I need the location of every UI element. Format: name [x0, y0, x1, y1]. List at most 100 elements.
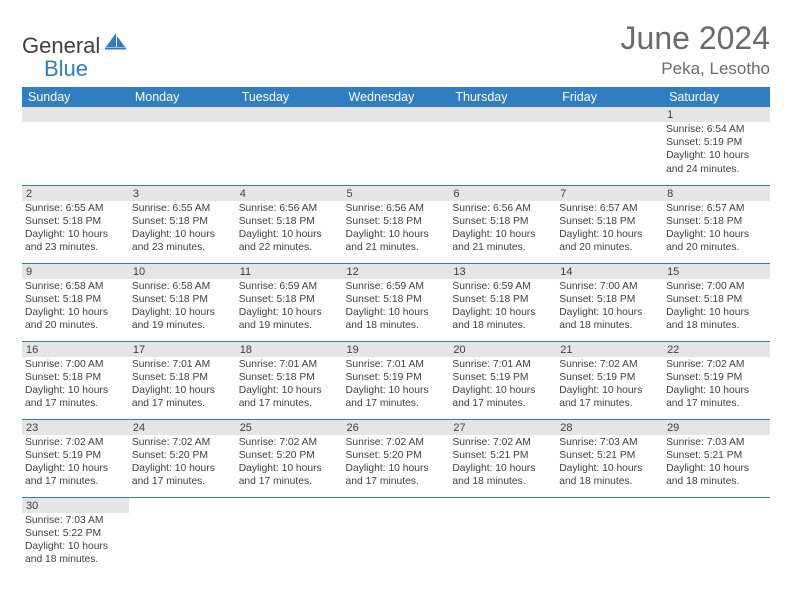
cell-content: Sunrise: 6:58 AMSunset: 5:18 PMDaylight:…: [22, 279, 129, 335]
calendar-cell: 3Sunrise: 6:55 AMSunset: 5:18 PMDaylight…: [129, 185, 236, 263]
calendar-row: 1Sunrise: 6:54 AMSunset: 5:19 PMDaylight…: [22, 107, 770, 185]
cell-line: Daylight: 10 hours: [132, 306, 233, 319]
weekday-header: Monday: [129, 87, 236, 107]
cell-content: Sunrise: 6:55 AMSunset: 5:18 PMDaylight:…: [129, 201, 236, 257]
cell-line: and 18 minutes.: [25, 553, 126, 566]
calendar-cell: [343, 497, 450, 575]
cell-line: Sunset: 5:18 PM: [452, 215, 553, 228]
calendar-cell: 17Sunrise: 7:01 AMSunset: 5:18 PMDayligh…: [129, 341, 236, 419]
cell-line: and 17 minutes.: [666, 397, 767, 410]
calendar-cell: [129, 497, 236, 575]
cell-content: Sunrise: 6:59 AMSunset: 5:18 PMDaylight:…: [449, 279, 556, 335]
calendar-cell: 26Sunrise: 7:02 AMSunset: 5:20 PMDayligh…: [343, 419, 450, 497]
cell-line: Sunset: 5:22 PM: [25, 527, 126, 540]
cell-line: Sunset: 5:18 PM: [239, 293, 340, 306]
cell-line: and 18 minutes.: [452, 319, 553, 332]
cell-line: Sunrise: 6:57 AM: [559, 202, 660, 215]
cell-content: Sunrise: 7:02 AMSunset: 5:20 PMDaylight:…: [129, 435, 236, 491]
cell-line: Daylight: 10 hours: [346, 306, 447, 319]
calendar-cell: 16Sunrise: 7:00 AMSunset: 5:18 PMDayligh…: [22, 341, 129, 419]
logo-text-blue: Blue: [44, 56, 88, 82]
cell-line: Sunrise: 7:02 AM: [452, 436, 553, 449]
day-number: [22, 107, 129, 122]
cell-line: Daylight: 10 hours: [239, 384, 340, 397]
cell-line: Daylight: 10 hours: [666, 149, 767, 162]
cell-line: Sunrise: 7:02 AM: [25, 436, 126, 449]
cell-line: Sunset: 5:18 PM: [132, 371, 233, 384]
cell-line: Sunrise: 7:02 AM: [239, 436, 340, 449]
calendar-row: 16Sunrise: 7:00 AMSunset: 5:18 PMDayligh…: [22, 341, 770, 419]
calendar-cell: 8Sunrise: 6:57 AMSunset: 5:18 PMDaylight…: [663, 185, 770, 263]
cell-content: [129, 513, 236, 516]
day-number: 15: [663, 264, 770, 279]
cell-line: and 17 minutes.: [346, 397, 447, 410]
cell-line: Sunset: 5:21 PM: [666, 449, 767, 462]
day-number: 20: [449, 342, 556, 357]
cell-line: and 23 minutes.: [25, 241, 126, 254]
cell-line: and 22 minutes.: [239, 241, 340, 254]
cell-line: and 17 minutes.: [452, 397, 553, 410]
cell-line: Daylight: 10 hours: [132, 462, 233, 475]
cell-line: Sunset: 5:18 PM: [559, 293, 660, 306]
cell-line: Sunrise: 7:02 AM: [132, 436, 233, 449]
cell-line: Sunrise: 7:01 AM: [239, 358, 340, 371]
day-number: 25: [236, 420, 343, 435]
day-number: 11: [236, 264, 343, 279]
title-block: June 2024 Peka, Lesotho: [621, 20, 770, 79]
cell-content: Sunrise: 7:01 AMSunset: 5:19 PMDaylight:…: [343, 357, 450, 413]
cell-content: Sunrise: 7:01 AMSunset: 5:18 PMDaylight:…: [236, 357, 343, 413]
cell-content: Sunrise: 7:02 AMSunset: 5:19 PMDaylight:…: [556, 357, 663, 413]
calendar-cell: [236, 497, 343, 575]
cell-line: and 21 minutes.: [452, 241, 553, 254]
cell-content: [663, 513, 770, 516]
calendar-row: 30Sunrise: 7:03 AMSunset: 5:22 PMDayligh…: [22, 497, 770, 575]
cell-content: [236, 513, 343, 516]
weekday-header: Saturday: [663, 87, 770, 107]
cell-line: Sunset: 5:18 PM: [346, 215, 447, 228]
cell-line: and 17 minutes.: [239, 475, 340, 488]
cell-line: and 17 minutes.: [132, 475, 233, 488]
calendar-cell: [449, 107, 556, 185]
cell-content: Sunrise: 6:57 AMSunset: 5:18 PMDaylight:…: [663, 201, 770, 257]
cell-line: and 18 minutes.: [559, 475, 660, 488]
cell-line: Daylight: 10 hours: [25, 462, 126, 475]
day-number: [236, 107, 343, 122]
location: Peka, Lesotho: [621, 59, 770, 79]
day-number: [236, 498, 343, 513]
cell-line: Daylight: 10 hours: [346, 228, 447, 241]
cell-line: Sunset: 5:18 PM: [346, 293, 447, 306]
cell-line: Sunset: 5:20 PM: [239, 449, 340, 462]
cell-content: [236, 122, 343, 125]
calendar-cell: 15Sunrise: 7:00 AMSunset: 5:18 PMDayligh…: [663, 263, 770, 341]
cell-line: Sunset: 5:19 PM: [666, 371, 767, 384]
calendar-cell: 25Sunrise: 7:02 AMSunset: 5:20 PMDayligh…: [236, 419, 343, 497]
cell-line: Sunset: 5:20 PM: [132, 449, 233, 462]
cell-content: Sunrise: 7:02 AMSunset: 5:20 PMDaylight:…: [236, 435, 343, 491]
cell-line: and 18 minutes.: [452, 475, 553, 488]
weekday-header: Wednesday: [343, 87, 450, 107]
calendar-cell: 23Sunrise: 7:02 AMSunset: 5:19 PMDayligh…: [22, 419, 129, 497]
calendar-cell: 10Sunrise: 6:58 AMSunset: 5:18 PMDayligh…: [129, 263, 236, 341]
cell-content: Sunrise: 7:00 AMSunset: 5:18 PMDaylight:…: [556, 279, 663, 335]
cell-line: Daylight: 10 hours: [666, 306, 767, 319]
cell-line: Sunrise: 6:55 AM: [25, 202, 126, 215]
calendar-cell: 9Sunrise: 6:58 AMSunset: 5:18 PMDaylight…: [22, 263, 129, 341]
calendar-table: Sunday Monday Tuesday Wednesday Thursday…: [22, 87, 770, 575]
cell-line: Sunset: 5:19 PM: [452, 371, 553, 384]
calendar-cell: [449, 497, 556, 575]
cell-content: [556, 122, 663, 125]
day-number: 22: [663, 342, 770, 357]
cell-line: and 20 minutes.: [666, 241, 767, 254]
cell-line: Daylight: 10 hours: [25, 540, 126, 553]
day-number: 8: [663, 186, 770, 201]
cell-line: Sunrise: 7:00 AM: [666, 280, 767, 293]
cell-line: Sunset: 5:18 PM: [25, 371, 126, 384]
cell-line: Sunset: 5:18 PM: [452, 293, 553, 306]
cell-line: Daylight: 10 hours: [666, 462, 767, 475]
cell-line: Sunrise: 6:56 AM: [239, 202, 340, 215]
cell-line: Sunrise: 7:03 AM: [559, 436, 660, 449]
cell-content: Sunrise: 6:58 AMSunset: 5:18 PMDaylight:…: [129, 279, 236, 335]
calendar-cell: 30Sunrise: 7:03 AMSunset: 5:22 PMDayligh…: [22, 497, 129, 575]
cell-line: and 18 minutes.: [346, 319, 447, 332]
weekday-header: Tuesday: [236, 87, 343, 107]
